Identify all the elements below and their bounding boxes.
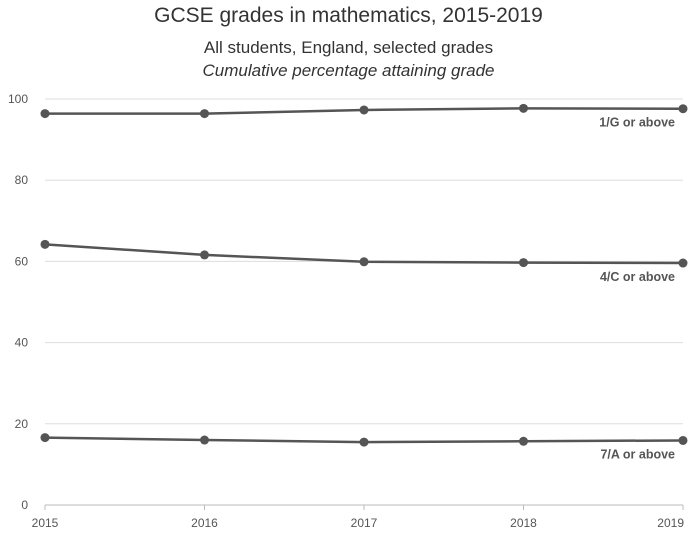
data-point[interactable]	[359, 257, 369, 267]
data-point[interactable]	[40, 433, 50, 443]
series-label: 7/A or above	[600, 447, 675, 461]
y-tick-label: 40	[15, 336, 29, 350]
y-tick-label: 0	[21, 498, 28, 512]
data-point[interactable]	[519, 103, 528, 113]
x-tick-label: 2019	[657, 516, 684, 530]
series-label: 4/C or above	[600, 270, 675, 284]
y-tick-label: 20	[15, 417, 29, 431]
data-point[interactable]	[40, 239, 50, 249]
data-point[interactable]	[200, 250, 209, 260]
data-point[interactable]	[678, 104, 688, 114]
y-tick-label: 100	[8, 92, 28, 106]
series-group: 1/G or above 4/C or above 7/A or above	[40, 103, 688, 461]
y-tick-label: 60	[15, 254, 29, 268]
chart-subtitle-italic: Cumulative percentage attaining grade	[202, 61, 495, 80]
x-tick-labels: 2015 2016 2017 2018 2019	[32, 516, 685, 530]
x-tick-label: 2017	[351, 516, 378, 530]
series-3: 7/A or above	[40, 433, 688, 461]
data-point[interactable]	[359, 437, 369, 447]
data-point[interactable]	[40, 109, 50, 119]
chart-title: GCSE grades in mathematics, 2015-2019	[154, 4, 543, 27]
series-1: 1/G or above	[40, 103, 688, 130]
chart-subtitle: All students, England, selected grades	[203, 38, 494, 57]
data-point[interactable]	[200, 109, 209, 119]
data-point[interactable]	[519, 436, 528, 446]
data-point[interactable]	[359, 105, 369, 115]
y-tick-label: 80	[15, 173, 29, 187]
axes	[44, 504, 684, 510]
x-tick-label: 2015	[32, 516, 59, 530]
gridlines	[45, 98, 683, 425]
y-tick-labels: 0 20 40 60 80 100	[8, 92, 28, 512]
data-point[interactable]	[519, 258, 528, 268]
series-2: 4/C or above	[40, 239, 688, 284]
x-tick-label: 2016	[191, 516, 218, 530]
data-point[interactable]	[678, 435, 688, 445]
data-point[interactable]	[678, 258, 688, 268]
series-label: 1/G or above	[599, 116, 675, 130]
x-tick-label: 2018	[510, 516, 537, 530]
data-point[interactable]	[200, 435, 209, 445]
